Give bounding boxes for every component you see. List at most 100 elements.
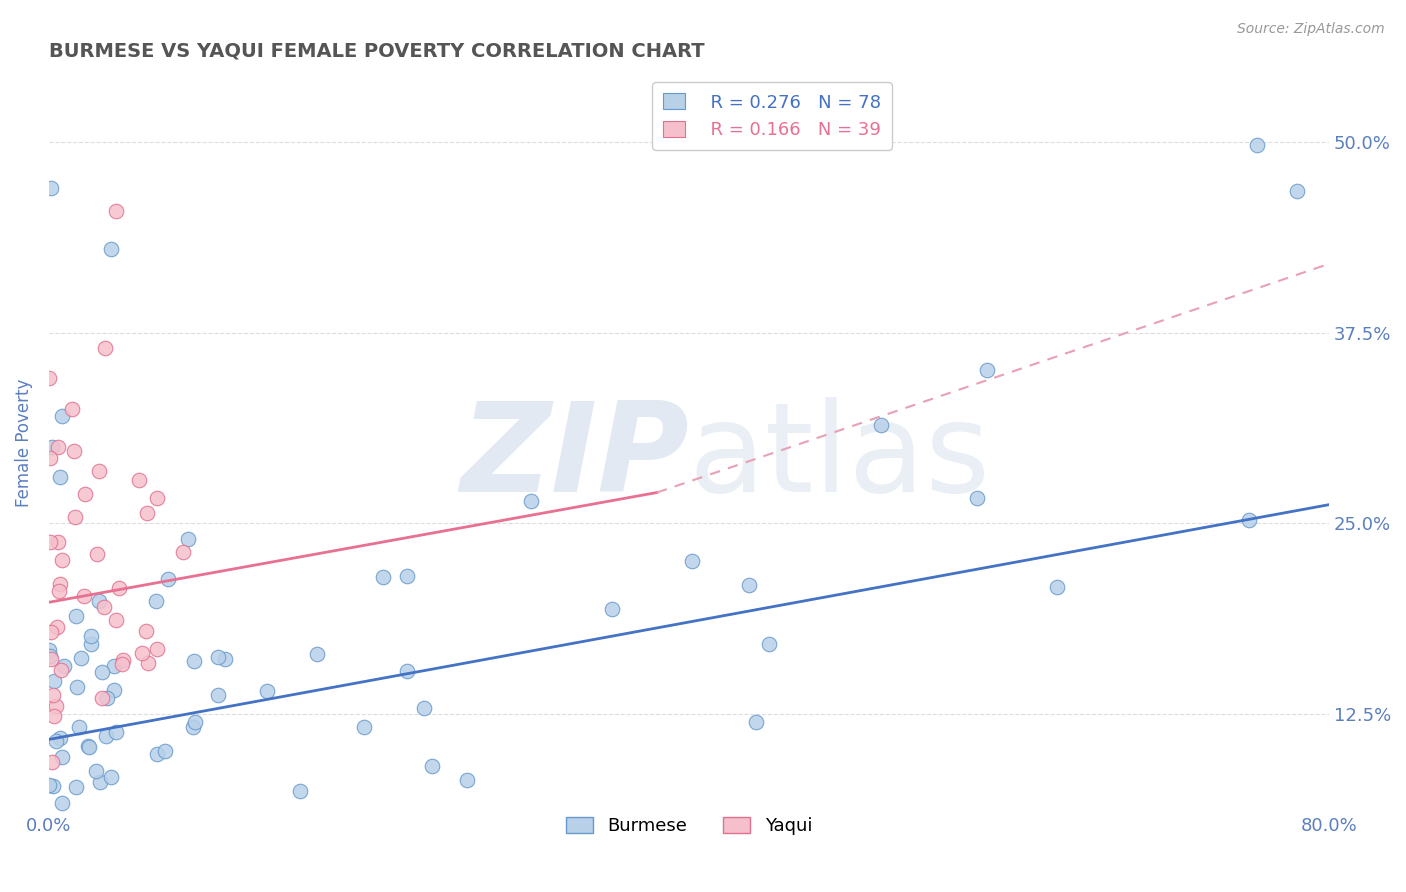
Point [39,649,62,664]
Point [80,637,103,651]
Point [65,609,87,624]
Point [108,581,131,595]
Point [49,731,72,745]
Point [103,683,125,698]
Point [39,180,62,194]
Point [395,664,418,678]
Point [396,569,419,583]
Point [41,688,63,702]
Point [90,665,112,679]
Point [46,535,69,549]
Point [67,720,90,734]
Point [290,784,312,798]
Point [177,533,200,547]
Point [1046,580,1069,594]
Point [105,725,128,739]
Point [100,242,122,256]
Point [51,816,73,830]
Point [93,599,115,614]
Text: ZIP: ZIP [460,397,689,518]
Point [353,720,375,734]
Y-axis label: Female Poverty: Female Poverty [15,379,32,508]
Point [84,764,107,779]
Point [371,570,394,584]
Point [58,819,80,833]
Point [59,851,82,865]
Point [63,444,86,458]
Legend: Burmese, Yaqui: Burmese, Yaqui [557,808,821,844]
Point [53,659,76,673]
Point [256,684,278,698]
Point [38,535,60,549]
Point [145,747,167,761]
Point [600,602,623,616]
Point [48,583,70,598]
Point [145,594,167,608]
Point [51,409,73,424]
Point [181,720,204,734]
Point [39,851,62,865]
Point [1246,138,1268,153]
Point [207,688,229,702]
Text: BURMESE VS YAQUI FEMALE POVERTY CORRELATION CHART: BURMESE VS YAQUI FEMALE POVERTY CORRELAT… [49,42,704,61]
Point [91,691,114,706]
Point [112,653,135,667]
Point [146,491,169,506]
Point [156,572,179,586]
Point [305,647,328,661]
Point [38,778,60,792]
Point [49,577,72,591]
Point [131,646,153,660]
Point [111,657,134,671]
Point [155,744,177,758]
Point [39,450,62,465]
Point [86,547,108,561]
Point [179,822,201,837]
Point [172,545,194,559]
Point [136,506,159,520]
Point [519,494,541,508]
Point [46,620,69,634]
Text: Source: ZipAtlas.com: Source: ZipAtlas.com [1237,22,1385,37]
Point [39,652,62,666]
Point [60,401,83,416]
Point [44,709,66,723]
Point [73,589,96,603]
Point [412,701,434,715]
Point [49,470,72,484]
Point [45,699,67,714]
Point [135,624,157,639]
Point [96,690,118,705]
Point [42,673,65,688]
Point [682,554,704,568]
Point [41,755,63,769]
Point [51,750,73,764]
Point [89,774,111,789]
Point [77,740,100,755]
Point [183,714,205,729]
Point [214,652,236,666]
Point [104,613,127,627]
Point [104,203,127,218]
Point [87,593,110,607]
Point [46,440,69,454]
Point [869,418,891,433]
Point [45,733,67,747]
Text: atlas: atlas [689,397,991,518]
Point [51,663,73,677]
Point [976,363,998,377]
Point [41,440,63,454]
Point [38,371,60,385]
Point [136,656,159,670]
Point [80,851,103,865]
Point [39,624,62,639]
Point [1285,184,1308,198]
Point [65,780,87,794]
Point [51,796,73,810]
Point [420,758,443,772]
Point [94,729,117,743]
Point [38,643,60,657]
Point [758,637,780,651]
Point [42,779,65,793]
Point [69,650,91,665]
